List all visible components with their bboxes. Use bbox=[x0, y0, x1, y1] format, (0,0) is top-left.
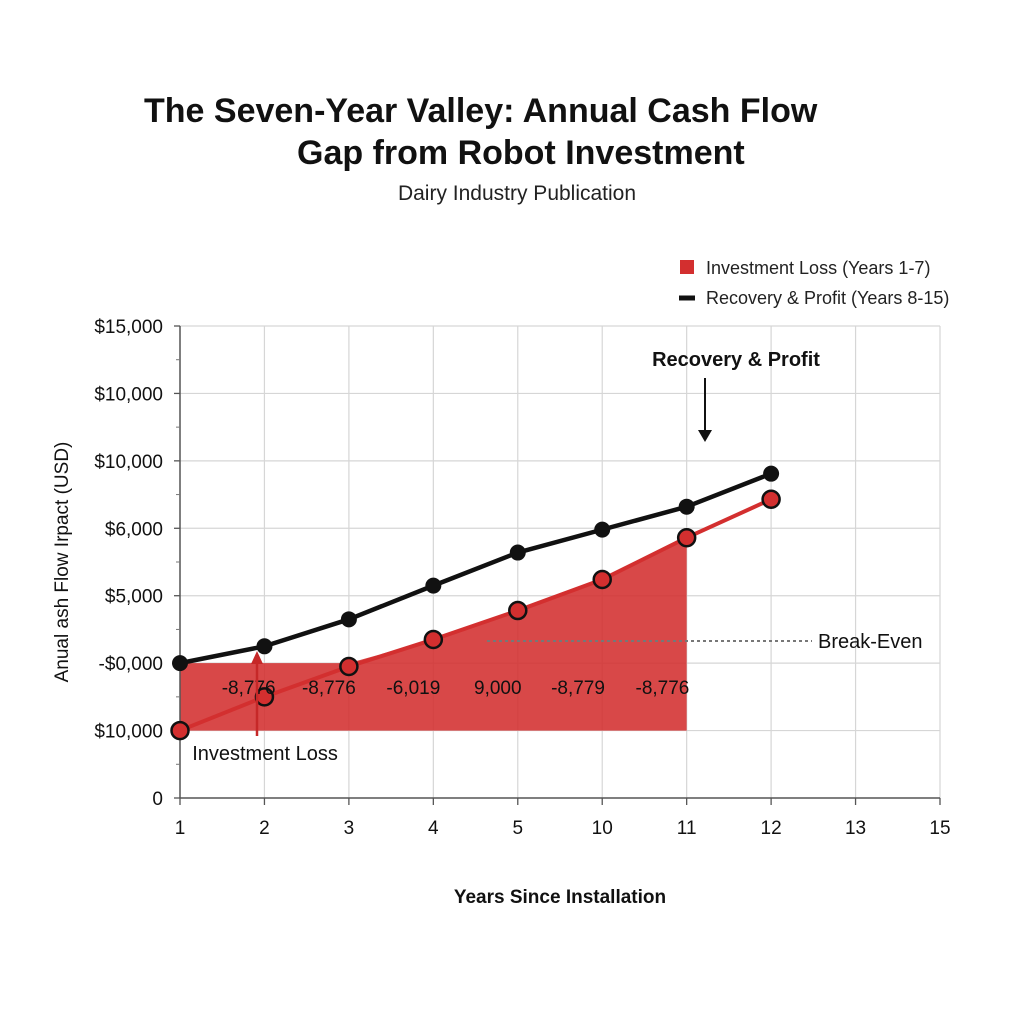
x-tick-label: 15 bbox=[929, 818, 950, 839]
axes bbox=[174, 325, 941, 805]
x-tick-label: 2 bbox=[259, 818, 270, 839]
y-tick-label: $10,000 bbox=[94, 384, 163, 405]
recovery-point bbox=[340, 611, 357, 628]
investment-point bbox=[761, 489, 781, 510]
y-tick-label: $6,000 bbox=[105, 519, 163, 540]
data-label: -8,776 bbox=[222, 678, 276, 699]
recovery-point bbox=[763, 465, 780, 482]
legend: Investment Loss (Years 1-7) Recovery & Pr… bbox=[679, 258, 949, 308]
x-tick-label: 10 bbox=[592, 818, 613, 839]
data-label: -8,776 bbox=[302, 678, 356, 699]
legend-label-recovery: Recovery & Profit (Years 8-15) bbox=[706, 288, 949, 308]
y-tick-label: -$0,000 bbox=[99, 654, 163, 675]
annotation-recovery: Recovery & Profit bbox=[652, 349, 820, 371]
chart-title-line-2: Gap from Robot Investment bbox=[297, 134, 745, 172]
annotation-break-even: Break-Even bbox=[818, 631, 923, 653]
recovery-point bbox=[594, 521, 611, 538]
y-tick-label: $15,000 bbox=[94, 317, 163, 338]
y-axis-title: Anual ash Flow Irpact (USD) bbox=[52, 442, 73, 683]
investment-point bbox=[423, 629, 444, 650]
legend-swatch-investment bbox=[680, 260, 694, 274]
x-tick-label: 13 bbox=[845, 818, 866, 839]
recovery-point bbox=[172, 655, 188, 672]
recovery-point bbox=[509, 544, 526, 561]
series-layer bbox=[170, 465, 781, 741]
data-labels-layer: -8,776 -8,776 -6,019 9,000 -8,779 -8,776 bbox=[222, 678, 690, 699]
investment-point bbox=[339, 656, 359, 677]
y-tick-label: $10,000 bbox=[94, 452, 163, 473]
x-tick-label: 12 bbox=[761, 818, 782, 839]
chart-subtitle: Dairy Industry Publication bbox=[397, 182, 637, 205]
x-tick-label: 4 bbox=[428, 818, 439, 839]
y-tick-label: 0 bbox=[152, 789, 163, 810]
x-tick-label: 3 bbox=[344, 818, 355, 839]
annotations: Recovery & Profit Investment Loss Break-Ev… bbox=[192, 349, 922, 765]
annotation-loss: Investment Loss bbox=[192, 743, 338, 765]
loss-arrow-head bbox=[251, 651, 263, 664]
recovery-point bbox=[256, 638, 273, 655]
investment-line bbox=[179, 497, 772, 733]
data-label: -8,776 bbox=[636, 678, 690, 699]
x-tick-label: 11 bbox=[677, 818, 697, 839]
investment-point bbox=[508, 600, 528, 621]
recovery-point bbox=[678, 498, 695, 515]
investment-point bbox=[170, 720, 190, 741]
recovery-point bbox=[425, 577, 442, 594]
x-tick-label: 5 bbox=[512, 818, 523, 839]
x-tick-label: 1 bbox=[175, 818, 186, 839]
investment-point bbox=[676, 527, 697, 548]
data-label: -8,779 bbox=[551, 678, 605, 699]
tick-labels-layer: $15,000 $10,000 $10,000 $6,000 $5,000 -$0,000… bbox=[52, 317, 951, 908]
recovery-line bbox=[179, 471, 772, 666]
chart-title-line-1: The Seven-Year Valley: Annual Cash Flow bbox=[144, 92, 818, 130]
legend-label-investment: Investment Loss (Years 1-7) bbox=[706, 258, 930, 278]
recovery-arrow-head bbox=[698, 430, 712, 442]
x-axis-title: Years Since Installation bbox=[454, 887, 666, 908]
y-tick-label: $5,000 bbox=[105, 587, 163, 608]
data-label: -6,019 bbox=[386, 678, 440, 699]
data-label: 9,000 bbox=[474, 678, 522, 699]
y-tick-label: $10,000 bbox=[94, 722, 163, 743]
investment-point bbox=[592, 569, 612, 590]
